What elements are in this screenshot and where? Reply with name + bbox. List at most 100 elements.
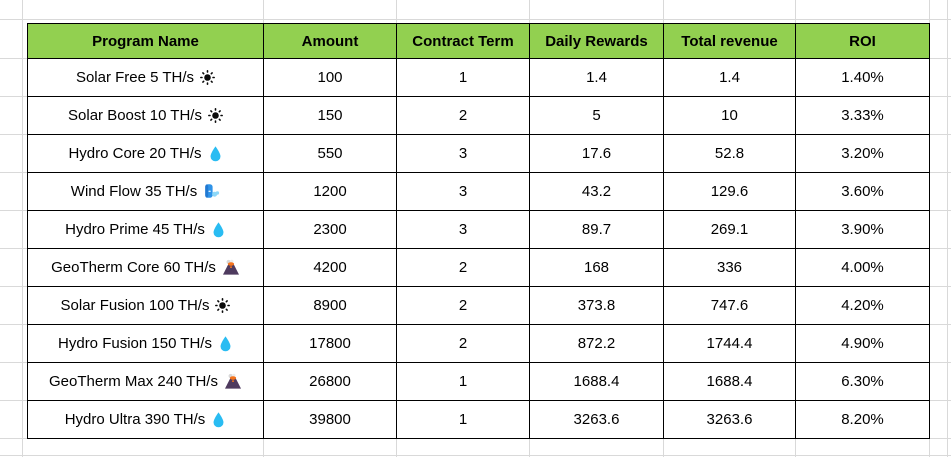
daily-rewards-cell[interactable]: 5	[529, 96, 664, 135]
roi-cell[interactable]: 1.40%	[795, 58, 930, 97]
amount-cell[interactable]: 100	[263, 58, 397, 97]
daily-rewards-cell[interactable]: 1688.4	[529, 362, 664, 401]
program-name-label: Wind Flow 35 TH/s	[70, 183, 198, 200]
roi-cell[interactable]: 3.33%	[795, 96, 930, 135]
program-name-cell[interactable]: Solar Fusion 100 TH/s	[27, 286, 264, 325]
droplet-icon	[211, 221, 226, 239]
daily-rewards-cell[interactable]: 17.6	[529, 134, 664, 173]
roi-cell[interactable]: 3.60%	[795, 172, 930, 211]
daily-rewards-cell[interactable]: 1.4	[529, 58, 664, 97]
program-name-label: Solar Fusion 100 TH/s	[60, 297, 210, 314]
program-name-label: Hydro Fusion 150 TH/s	[58, 335, 212, 352]
total-revenue-cell[interactable]: 10	[663, 96, 796, 135]
program-name-label: GeoTherm Max 240 TH/s	[49, 373, 218, 390]
droplet-icon	[218, 335, 233, 353]
roi-cell[interactable]: 3.20%	[795, 134, 930, 173]
contract-term-cell[interactable]: 2	[396, 96, 530, 135]
amount-cell[interactable]: 39800	[263, 400, 397, 439]
table-row: Solar Fusion 100 TH/s 8900 2 373.8 747.6…	[27, 286, 930, 325]
col-header-roi[interactable]: ROI	[795, 23, 930, 59]
amount-cell[interactable]: 4200	[263, 248, 397, 287]
contract-term-cell[interactable]: 3	[396, 134, 530, 173]
total-revenue-cell[interactable]: 269.1	[663, 210, 796, 249]
contract-term-cell[interactable]: 1	[396, 362, 530, 401]
col-header-total-revenue[interactable]: Total revenue	[663, 23, 796, 59]
program-name-cell[interactable]: GeoTherm Core 60 TH/s	[27, 248, 264, 287]
table-row: Hydro Prime 45 TH/s 2300 3 89.7 269.1 3.…	[27, 210, 930, 249]
col-header-contract-term[interactable]: Contract Term	[396, 23, 530, 59]
sheet-gridline-horizontal	[0, 19, 951, 20]
programs-table: Program Name Amount Contract Term Daily …	[27, 23, 930, 439]
daily-rewards-cell[interactable]: 43.2	[529, 172, 664, 211]
total-revenue-cell[interactable]: 1744.4	[663, 324, 796, 363]
table-row: GeoTherm Max 240 TH/s 26800 1 1688.4 168…	[27, 362, 930, 401]
contract-term-cell[interactable]: 3	[396, 172, 530, 211]
program-name-cell[interactable]: Hydro Core 20 TH/s	[27, 134, 264, 173]
header-row: Program Name Amount Contract Term Daily …	[27, 23, 930, 59]
table-row: Hydro Fusion 150 TH/s 17800 2 872.2 1744…	[27, 324, 930, 363]
total-revenue-cell[interactable]: 3263.6	[663, 400, 796, 439]
daily-rewards-cell[interactable]: 872.2	[529, 324, 664, 363]
amount-cell[interactable]: 17800	[263, 324, 397, 363]
sun-icon	[215, 298, 231, 313]
table-row: Wind Flow 35 TH/s 1200 3 43.2 129.6 3.60…	[27, 172, 930, 211]
roi-cell[interactable]: 6.30%	[795, 362, 930, 401]
daily-rewards-cell[interactable]: 89.7	[529, 210, 664, 249]
program-name-cell[interactable]: Solar Boost 10 TH/s	[27, 96, 264, 135]
total-revenue-cell[interactable]: 336	[663, 248, 796, 287]
daily-rewards-cell[interactable]: 3263.6	[529, 400, 664, 439]
col-header-program-name[interactable]: Program Name	[27, 23, 264, 59]
contract-term-cell[interactable]: 2	[396, 324, 530, 363]
roi-cell[interactable]: 3.90%	[795, 210, 930, 249]
program-name-cell[interactable]: Solar Free 5 TH/s	[27, 58, 264, 97]
total-revenue-cell[interactable]: 129.6	[663, 172, 796, 211]
col-header-daily-rewards[interactable]: Daily Rewards	[529, 23, 664, 59]
col-header-amount[interactable]: Amount	[263, 23, 397, 59]
program-name-cell[interactable]: Hydro Prime 45 TH/s	[27, 210, 264, 249]
contract-term-cell[interactable]: 2	[396, 286, 530, 325]
daily-rewards-cell[interactable]: 373.8	[529, 286, 664, 325]
table-row: GeoTherm Core 60 TH/s 4200 2 168 336 4.0…	[27, 248, 930, 287]
table-row: Solar Free 5 TH/s 100 1 1.4 1.4 1.40%	[27, 58, 930, 97]
total-revenue-cell[interactable]: 1688.4	[663, 362, 796, 401]
total-revenue-cell[interactable]: 52.8	[663, 134, 796, 173]
roi-cell[interactable]: 8.20%	[795, 400, 930, 439]
volcano-icon	[224, 373, 242, 390]
wind-icon	[203, 183, 220, 200]
droplet-icon	[211, 411, 226, 429]
contract-term-cell[interactable]: 1	[396, 400, 530, 439]
amount-cell[interactable]: 150	[263, 96, 397, 135]
program-name-cell[interactable]: Hydro Fusion 150 TH/s	[27, 324, 264, 363]
total-revenue-cell[interactable]: 747.6	[663, 286, 796, 325]
total-revenue-cell[interactable]: 1.4	[663, 58, 796, 97]
droplet-icon	[208, 145, 223, 163]
contract-term-cell[interactable]: 3	[396, 210, 530, 249]
program-name-label: Solar Boost 10 TH/s	[68, 107, 202, 124]
table-row: Solar Boost 10 TH/s 150 2 5 10 3.33%	[27, 96, 930, 135]
amount-cell[interactable]: 550	[263, 134, 397, 173]
table-row: Hydro Core 20 TH/s 550 3 17.6 52.8 3.20%	[27, 134, 930, 173]
roi-cell[interactable]: 4.90%	[795, 324, 930, 363]
program-name-cell[interactable]: GeoTherm Max 240 TH/s	[27, 362, 264, 401]
daily-rewards-cell[interactable]: 168	[529, 248, 664, 287]
program-name-label: Hydro Prime 45 TH/s	[65, 221, 205, 238]
contract-term-cell[interactable]: 1	[396, 58, 530, 97]
roi-cell[interactable]: 4.00%	[795, 248, 930, 287]
contract-term-cell[interactable]: 2	[396, 248, 530, 287]
sheet-gridline-vertical	[947, 0, 948, 457]
sun-icon	[200, 70, 216, 85]
amount-cell[interactable]: 2300	[263, 210, 397, 249]
sheet-gridline-vertical	[22, 0, 23, 457]
volcano-icon	[222, 259, 240, 276]
amount-cell[interactable]: 26800	[263, 362, 397, 401]
program-name-cell[interactable]: Hydro Ultra 390 TH/s	[27, 400, 264, 439]
program-name-label: Hydro Ultra 390 TH/s	[64, 411, 206, 428]
program-name-label: Solar Free 5 TH/s	[75, 69, 195, 86]
amount-cell[interactable]: 8900	[263, 286, 397, 325]
roi-cell[interactable]: 4.20%	[795, 286, 930, 325]
program-name-label: Hydro Core 20 TH/s	[68, 145, 202, 162]
program-name-cell[interactable]: Wind Flow 35 TH/s	[27, 172, 264, 211]
sheet-gridline-horizontal	[0, 455, 951, 456]
amount-cell[interactable]: 1200	[263, 172, 397, 211]
